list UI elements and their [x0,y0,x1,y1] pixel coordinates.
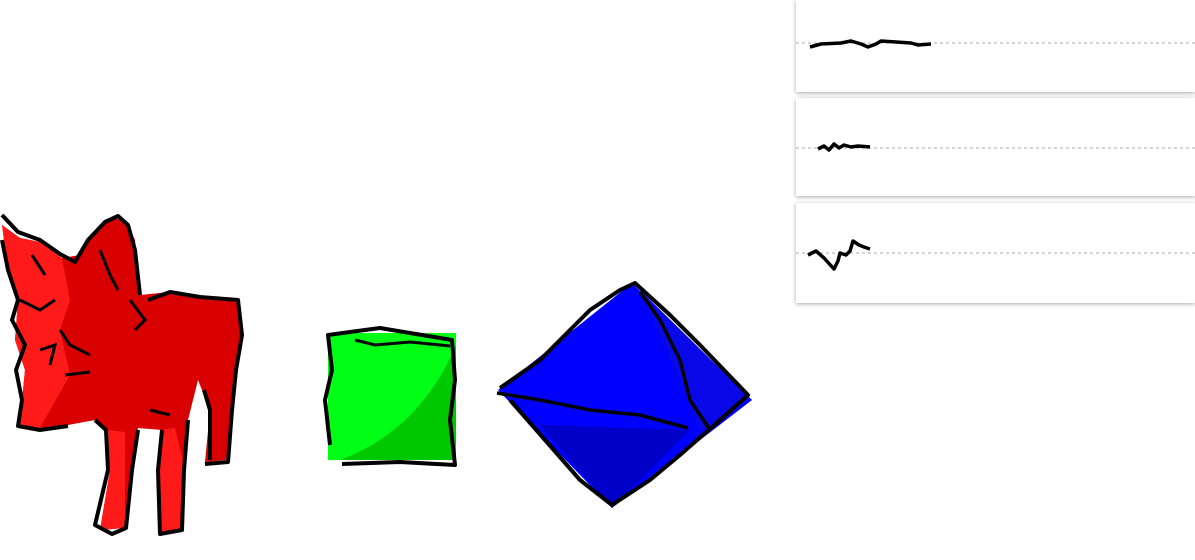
graph-panel-3[interactable] [796,203,1195,303]
green-cube-model[interactable] [323,326,457,467]
octahedron-right-shade [640,290,752,432]
cat-outline [0,213,244,536]
blue-octahedron-model[interactable] [496,281,752,508]
cube-outline [323,326,457,467]
graph-panel-stack [796,0,1195,304]
octahedron-edges [496,290,712,431]
cube-shade [340,345,456,460]
red-cat-model[interactable] [0,213,244,536]
cat-inner-lines [19,249,171,417]
panel-2-trace [817,142,871,152]
graph-panel-2[interactable] [796,98,1195,196]
cat-leg-highlight [100,428,185,532]
cube-top-edge [354,338,451,348]
octahedron-shade [540,425,690,508]
graph-panel-1[interactable] [796,0,1195,92]
panel-3-trace [807,239,871,271]
octahedron-outline [498,281,750,507]
panel-1-trace [809,39,932,49]
cat-highlight [2,225,70,428]
